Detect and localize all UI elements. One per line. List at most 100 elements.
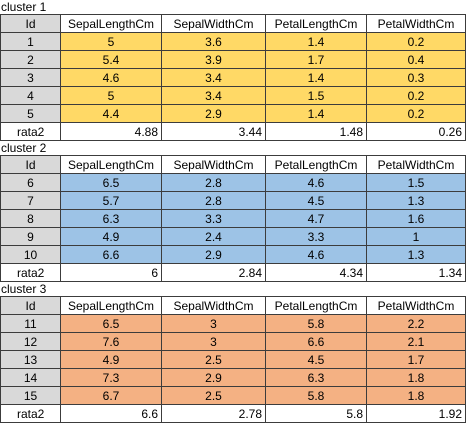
header-cell-petal-width[interactable]: PetalWidthCm [366, 155, 466, 174]
value-cell-petal-width[interactable]: 1.5 [366, 173, 466, 192]
value-cell-sepal-length[interactable]: 5 [60, 86, 162, 105]
average-label[interactable]: rata2 [0, 404, 61, 423]
header-cell-id[interactable]: Id [0, 155, 61, 174]
value-cell-sepal-width[interactable]: 2.9 [161, 104, 266, 123]
average-cell-petal-length[interactable]: 4.34 [265, 263, 367, 282]
value-cell-sepal-length[interactable]: 4.6 [60, 68, 162, 87]
value-cell-petal-length[interactable]: 4.6 [265, 173, 367, 192]
value-cell-sepal-width[interactable]: 2.9 [161, 368, 266, 387]
value-cell-petal-length[interactable]: 6.3 [265, 368, 367, 387]
header-cell-sepal-length[interactable]: SepalLengthCm [60, 155, 162, 174]
value-cell-sepal-width[interactable]: 3.3 [161, 209, 266, 228]
header-cell-petal-length[interactable]: PetalLengthCm [265, 296, 367, 315]
value-cell-sepal-width[interactable]: 2.8 [161, 173, 266, 192]
value-cell-sepal-width[interactable]: 3.4 [161, 68, 266, 87]
value-cell-petal-width[interactable]: 1.8 [366, 368, 466, 387]
id-cell[interactable]: 14 [0, 368, 61, 387]
value-cell-petal-length[interactable]: 4.5 [265, 191, 367, 210]
id-cell[interactable]: 9 [0, 227, 61, 246]
header-cell-petal-length[interactable]: PetalLengthCm [265, 14, 367, 33]
value-cell-sepal-length[interactable]: 7.3 [60, 368, 162, 387]
header-cell-id[interactable]: Id [0, 296, 61, 315]
value-cell-sepal-width[interactable]: 3 [161, 314, 266, 333]
id-cell[interactable]: 13 [0, 350, 61, 369]
value-cell-sepal-width[interactable]: 2.4 [161, 227, 266, 246]
average-cell-petal-width[interactable]: 1.92 [366, 404, 466, 423]
average-label[interactable]: rata2 [0, 122, 61, 141]
value-cell-petal-width[interactable]: 1.8 [366, 386, 466, 405]
value-cell-sepal-width[interactable]: 2.5 [161, 386, 266, 405]
id-cell[interactable]: 10 [0, 245, 61, 264]
id-cell[interactable]: 1 [0, 32, 61, 51]
value-cell-petal-width[interactable]: 1.3 [366, 191, 466, 210]
value-cell-sepal-length[interactable]: 6.6 [60, 245, 162, 264]
value-cell-petal-length[interactable]: 6.6 [265, 332, 367, 351]
average-cell-sepal-length[interactable]: 6 [60, 263, 162, 282]
header-cell-sepal-width[interactable]: SepalWidthCm [161, 14, 266, 33]
id-cell[interactable]: 2 [0, 50, 61, 69]
value-cell-sepal-width[interactable]: 3 [161, 332, 266, 351]
value-cell-sepal-length[interactable]: 5.4 [60, 50, 162, 69]
header-cell-petal-width[interactable]: PetalWidthCm [366, 14, 466, 33]
value-cell-sepal-width[interactable]: 2.8 [161, 191, 266, 210]
header-cell-petal-width[interactable]: PetalWidthCm [366, 296, 466, 315]
average-cell-petal-length[interactable]: 5.8 [265, 404, 367, 423]
id-cell[interactable]: 11 [0, 314, 61, 333]
value-cell-sepal-width[interactable]: 3.6 [161, 32, 266, 51]
value-cell-sepal-length[interactable]: 4.9 [60, 227, 162, 246]
average-cell-sepal-width[interactable]: 3.44 [161, 122, 266, 141]
header-cell-id[interactable]: Id [0, 14, 61, 33]
value-cell-sepal-length[interactable]: 4.9 [60, 350, 162, 369]
value-cell-petal-length[interactable]: 4.5 [265, 350, 367, 369]
value-cell-petal-length[interactable]: 1.4 [265, 68, 367, 87]
id-cell[interactable]: 15 [0, 386, 61, 405]
value-cell-sepal-length[interactable]: 4.4 [60, 104, 162, 123]
value-cell-sepal-length[interactable]: 5.7 [60, 191, 162, 210]
header-cell-sepal-width[interactable]: SepalWidthCm [161, 155, 266, 174]
value-cell-petal-length[interactable]: 5.8 [265, 386, 367, 405]
value-cell-sepal-length[interactable]: 6.5 [60, 173, 162, 192]
id-cell[interactable]: 4 [0, 86, 61, 105]
value-cell-sepal-length[interactable]: 7.6 [60, 332, 162, 351]
value-cell-petal-width[interactable]: 2.1 [366, 332, 466, 351]
id-cell[interactable]: 8 [0, 209, 61, 228]
id-cell[interactable]: 12 [0, 332, 61, 351]
value-cell-petal-length[interactable]: 5.8 [265, 314, 367, 333]
value-cell-sepal-length[interactable]: 6.3 [60, 209, 162, 228]
value-cell-sepal-length[interactable]: 6.5 [60, 314, 162, 333]
value-cell-petal-width[interactable]: 2.2 [366, 314, 466, 333]
value-cell-petal-width[interactable]: 1.3 [366, 245, 466, 264]
value-cell-petal-length[interactable]: 1.7 [265, 50, 367, 69]
average-cell-petal-width[interactable]: 1.34 [366, 263, 466, 282]
id-cell[interactable]: 6 [0, 173, 61, 192]
value-cell-petal-width[interactable]: 1.6 [366, 209, 466, 228]
value-cell-petal-width[interactable]: 1 [366, 227, 466, 246]
header-cell-petal-length[interactable]: PetalLengthCm [265, 155, 367, 174]
value-cell-sepal-width[interactable]: 2.5 [161, 350, 266, 369]
value-cell-petal-width[interactable]: 0.4 [366, 50, 466, 69]
value-cell-petal-width[interactable]: 0.2 [366, 86, 466, 105]
value-cell-petal-length[interactable]: 3.3 [265, 227, 367, 246]
average-cell-petal-width[interactable]: 0.26 [366, 122, 466, 141]
header-cell-sepal-length[interactable]: SepalLengthCm [60, 14, 162, 33]
average-label[interactable]: rata2 [0, 263, 61, 282]
average-cell-sepal-length[interactable]: 4.88 [60, 122, 162, 141]
header-cell-sepal-width[interactable]: SepalWidthCm [161, 296, 266, 315]
value-cell-sepal-width[interactable]: 3.9 [161, 50, 266, 69]
value-cell-sepal-width[interactable]: 3.4 [161, 86, 266, 105]
id-cell[interactable]: 7 [0, 191, 61, 210]
value-cell-petal-length[interactable]: 1.4 [265, 32, 367, 51]
id-cell[interactable]: 3 [0, 68, 61, 87]
cluster-title[interactable]: cluster 1 [1, 0, 47, 14]
average-cell-sepal-width[interactable]: 2.78 [161, 404, 266, 423]
average-cell-sepal-length[interactable]: 6.6 [60, 404, 162, 423]
value-cell-petal-length[interactable]: 4.7 [265, 209, 367, 228]
value-cell-sepal-length[interactable]: 6.7 [60, 386, 162, 405]
value-cell-petal-width[interactable]: 0.3 [366, 68, 466, 87]
value-cell-petal-length[interactable]: 1.5 [265, 86, 367, 105]
value-cell-petal-width[interactable]: 0.2 [366, 104, 466, 123]
average-cell-petal-length[interactable]: 1.48 [265, 122, 367, 141]
id-cell[interactable]: 5 [0, 104, 61, 123]
header-cell-sepal-length[interactable]: SepalLengthCm [60, 296, 162, 315]
value-cell-sepal-length[interactable]: 5 [60, 32, 162, 51]
